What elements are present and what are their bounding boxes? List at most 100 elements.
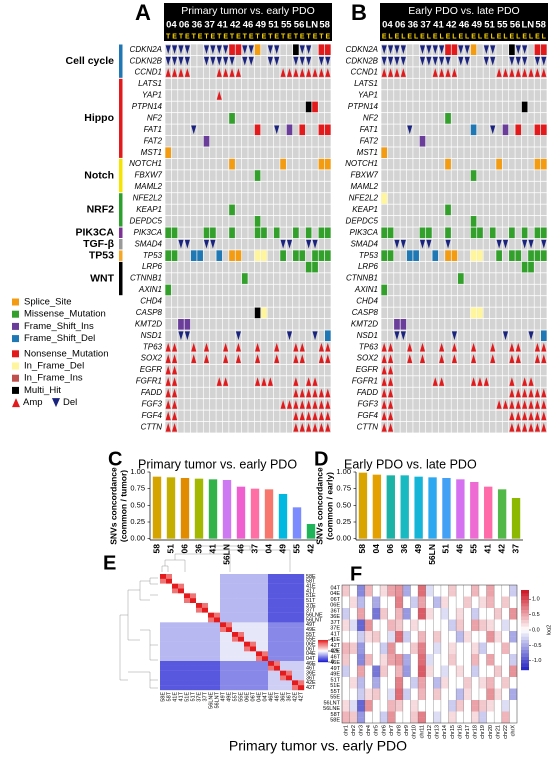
mutation-cell (534, 158, 541, 170)
amp-mark (255, 354, 261, 363)
mutation-cell (496, 250, 502, 261)
amp-mark (325, 388, 331, 398)
del-mark (267, 56, 273, 66)
cell (464, 261, 471, 273)
gene-label: NOTCH1 (129, 159, 162, 168)
heatmap-cell (256, 685, 263, 691)
x-tick-label: 41 (207, 544, 217, 554)
cell (273, 67, 280, 78)
cell (210, 78, 216, 90)
cell (406, 284, 413, 296)
cell (445, 124, 451, 136)
cell (216, 410, 223, 422)
cell (502, 273, 509, 284)
heatmap-cell (402, 671, 411, 678)
cell (318, 364, 325, 376)
legend-label: Amp (23, 397, 43, 408)
cell (496, 90, 502, 101)
cell (280, 78, 286, 90)
cell (178, 273, 184, 284)
cell (318, 238, 325, 250)
heatmap-cell (190, 574, 197, 579)
heatmap-cell (298, 656, 305, 662)
mutation-cell (515, 250, 522, 261)
del-mark (184, 331, 190, 341)
heatmap-cell (298, 583, 305, 589)
amp-mark (312, 422, 318, 432)
cell (457, 318, 464, 330)
cell (426, 307, 432, 319)
cell (432, 296, 439, 307)
cell (438, 101, 445, 113)
cell (184, 273, 191, 284)
cell (299, 273, 306, 284)
row-label: 36T (331, 608, 341, 614)
heatmap-cell (501, 717, 510, 724)
cell (521, 135, 528, 147)
heatmap-cell (280, 636, 287, 642)
cell (273, 273, 280, 284)
heatmap-cell (208, 661, 215, 666)
heatmap-cell (402, 688, 411, 695)
heatmap-cell (501, 671, 510, 678)
heatmap-cell (232, 665, 239, 671)
cell (477, 238, 483, 250)
cell (502, 55, 509, 67)
cell (222, 90, 229, 101)
cell (312, 44, 318, 56)
mutation-cell (165, 284, 172, 296)
heatmap-cell (433, 596, 442, 603)
gene-label: SOX2 (141, 354, 163, 363)
mutation-cell (203, 135, 210, 147)
heatmap-cell (486, 602, 495, 609)
cell (235, 227, 242, 239)
cell (400, 78, 407, 90)
heatmap-cell (440, 671, 449, 678)
heatmap-cell (262, 578, 269, 584)
del-mark (312, 331, 318, 341)
del-mark (432, 56, 438, 66)
mutation-cell (457, 273, 464, 284)
cell (293, 238, 299, 250)
mutation-cell (528, 261, 534, 273)
cell (312, 353, 318, 364)
heatmap-cell (208, 583, 215, 589)
cell (464, 193, 471, 204)
cell (540, 204, 547, 216)
heatmap-cell (202, 612, 209, 618)
heatmap-cell (433, 590, 442, 597)
cell (477, 353, 483, 364)
heatmap-cell (410, 682, 419, 689)
colorbar-step (318, 661, 328, 663)
cell (534, 135, 541, 147)
heatmap-cell (425, 648, 434, 655)
mutation-cell (293, 227, 299, 239)
heatmap-cell (372, 654, 381, 660)
cell (248, 387, 255, 399)
cell (299, 101, 306, 113)
cell (280, 193, 286, 204)
cell (273, 193, 280, 204)
heatmap-cell (244, 670, 251, 676)
heatmap-cell (395, 654, 404, 660)
del-mark (515, 45, 521, 55)
heatmap-cell (178, 632, 185, 637)
cell (445, 387, 451, 399)
cell (477, 44, 483, 56)
heatmap-cell (433, 671, 442, 678)
cell (496, 296, 502, 307)
cell (400, 364, 407, 376)
bar (511, 498, 521, 539)
cell (280, 353, 286, 364)
colorbar-step (318, 649, 328, 651)
amp-mark (325, 422, 331, 432)
cell (381, 261, 388, 273)
cell (451, 124, 458, 136)
cell (445, 421, 451, 433)
heatmap-cell (190, 632, 197, 637)
heatmap-cell (184, 598, 191, 604)
heatmap-cell (380, 711, 388, 718)
cell (267, 216, 274, 227)
cell (387, 135, 394, 147)
amp-mark (299, 354, 305, 363)
